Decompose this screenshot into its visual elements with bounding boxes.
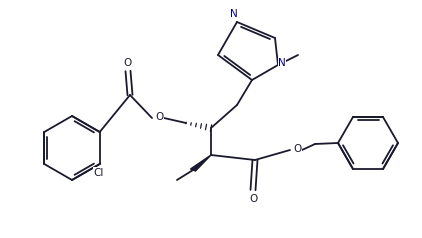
Text: O: O — [293, 144, 301, 154]
Text: Cl: Cl — [94, 168, 104, 178]
Text: O: O — [249, 194, 257, 204]
Text: N: N — [278, 58, 286, 68]
Text: O: O — [155, 112, 163, 122]
Text: N: N — [230, 9, 238, 19]
Text: O: O — [124, 58, 132, 68]
Polygon shape — [190, 155, 211, 171]
